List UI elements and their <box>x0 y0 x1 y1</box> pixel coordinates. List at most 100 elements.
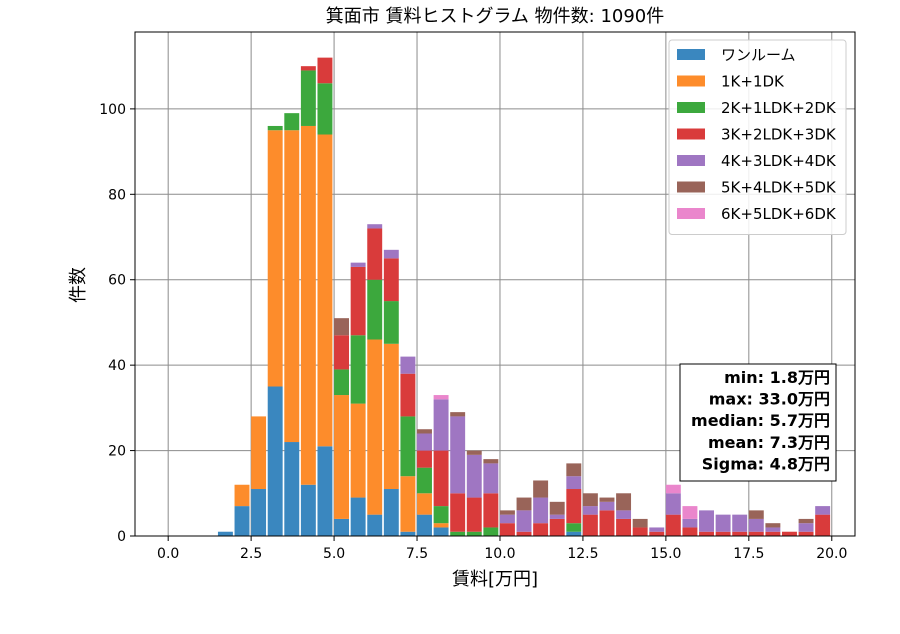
histogram-bar-segment <box>267 130 283 387</box>
x-tick-label: 5.0 <box>323 546 345 562</box>
histogram-bar-segment <box>616 493 632 511</box>
histogram-bar-segment <box>300 125 316 485</box>
histogram-bar-segment <box>400 476 416 532</box>
legend-swatch <box>677 128 705 140</box>
histogram-bar-segment <box>566 531 582 536</box>
histogram-bar-segment <box>234 484 250 507</box>
histogram-bars <box>217 57 831 536</box>
legend-swatch <box>677 102 705 113</box>
histogram-bar-segment <box>682 518 698 528</box>
histogram-bar-segment <box>748 518 764 532</box>
histogram-bar-segment <box>383 343 399 490</box>
x-tick-label: 15.0 <box>650 546 681 562</box>
plot-area-frame <box>134 31 856 537</box>
histogram-bar-segment <box>516 510 532 532</box>
histogram-bar-segment <box>300 66 316 71</box>
histogram-bar-segment <box>549 518 565 536</box>
histogram-bar-segment <box>682 527 698 536</box>
histogram-bar-segment <box>450 531 466 536</box>
histogram-bar-segment <box>798 523 814 532</box>
histogram-bar-segment <box>616 510 632 519</box>
histogram-bar-segment <box>417 467 432 494</box>
histogram-bar-segment <box>450 416 466 494</box>
histogram-bar-segment <box>400 373 416 417</box>
histogram-bar-segment <box>367 514 383 536</box>
histogram-bar-segment <box>334 518 350 536</box>
histogram-bar-segment <box>234 506 250 536</box>
legend-label: 2K+1LDK+2DK <box>721 99 837 117</box>
histogram-bar-segment <box>616 518 632 536</box>
histogram-bar-segment <box>765 531 781 536</box>
histogram-bar-segment <box>765 527 781 532</box>
histogram-bar-segment <box>350 403 366 498</box>
histogram-bar-segment <box>251 416 267 490</box>
histogram-bar-segment <box>317 83 333 135</box>
legend-swatch <box>677 155 705 166</box>
histogram-bar-segment <box>433 527 449 536</box>
histogram-bar-segment <box>483 493 499 528</box>
y-axis-title: 件数 <box>68 267 89 303</box>
histogram-bar-segment <box>549 501 565 515</box>
histogram-bar-segment <box>765 523 781 528</box>
chart-title: 箕面市 賃料ヒストグラム 物件数: 1090件 <box>326 6 665 27</box>
histogram-bar-segment <box>599 497 615 502</box>
histogram-bar-segment <box>665 493 681 515</box>
x-tick-label: 7.5 <box>406 546 428 562</box>
histogram-bar-segment <box>450 493 466 532</box>
histogram-bar-segment <box>483 463 499 494</box>
histogram-bar-segment <box>300 70 316 126</box>
histogram-bar-segment <box>533 497 549 524</box>
x-tick-label: 17.5 <box>733 546 764 562</box>
histogram-bar-segment <box>350 497 366 536</box>
histogram-bar-segment <box>284 442 300 536</box>
histogram-bar-segment <box>433 399 449 451</box>
histogram-bar-segment <box>284 113 300 131</box>
histogram-bar-segment <box>317 134 333 447</box>
histogram-bar-segment <box>566 463 582 477</box>
histogram-bar-segment <box>815 506 831 515</box>
y-tick-label: 60 <box>108 273 126 289</box>
histogram-bar-segment <box>383 489 399 536</box>
histogram-bar-segment <box>383 258 399 302</box>
histogram-bar-segment <box>516 531 532 536</box>
histogram-bar-segment <box>582 506 598 515</box>
legend-swatch <box>677 75 705 87</box>
histogram-bar-segment <box>466 531 482 536</box>
legend-swatch <box>677 208 705 219</box>
histogram-bar-segment <box>732 531 748 536</box>
histogram-bar-segment <box>284 130 300 443</box>
histogram-bar-segment <box>516 497 532 511</box>
histogram-bar-segment <box>566 489 582 524</box>
legend-label: 5K+4LDK+5DK <box>721 179 837 197</box>
histogram-bar-segment <box>599 501 615 511</box>
histogram-bar-segment <box>300 484 316 536</box>
histogram-bar-segment <box>699 510 714 532</box>
histogram-bar-segment <box>367 279 383 340</box>
histogram-bar-segment <box>782 531 797 536</box>
y-tick-label: 100 <box>99 102 126 118</box>
histogram-bar-segment <box>217 531 233 536</box>
histogram-bar-segment <box>417 450 432 468</box>
histogram-bar-segment <box>251 489 267 536</box>
x-axis-title: 賃料[万円] <box>452 569 538 590</box>
histogram-bar-segment <box>732 514 748 532</box>
x-tick-label: 20.0 <box>816 546 847 562</box>
histogram-bar-segment <box>466 497 482 532</box>
histogram-bar-segment <box>499 523 515 536</box>
histogram-bar-segment <box>267 125 283 131</box>
histogram-bar-segment <box>317 446 333 536</box>
histogram-bar-segment <box>748 510 764 519</box>
legend: ワンルーム 1K+1DK 2K+1LDK+2DK 3K+2LDK+3DK 4K+3LDK… <box>668 39 847 235</box>
stats-line: mean: 7.3万円 <box>708 433 830 452</box>
histogram-bar-segment <box>649 527 665 532</box>
histogram-bar-segment <box>665 484 681 494</box>
stats-line: Sigma: 4.8万円 <box>702 454 830 473</box>
histogram-bar-segment <box>533 480 549 498</box>
histogram-bar-segment <box>798 518 814 524</box>
histogram-bar-segment <box>433 506 449 524</box>
legend-swatch <box>677 181 705 193</box>
histogram-bar-segment <box>350 335 366 404</box>
histogram-bar-segment <box>665 514 681 536</box>
histogram-bar-segment <box>400 356 416 374</box>
histogram-bar-segment <box>334 318 350 336</box>
